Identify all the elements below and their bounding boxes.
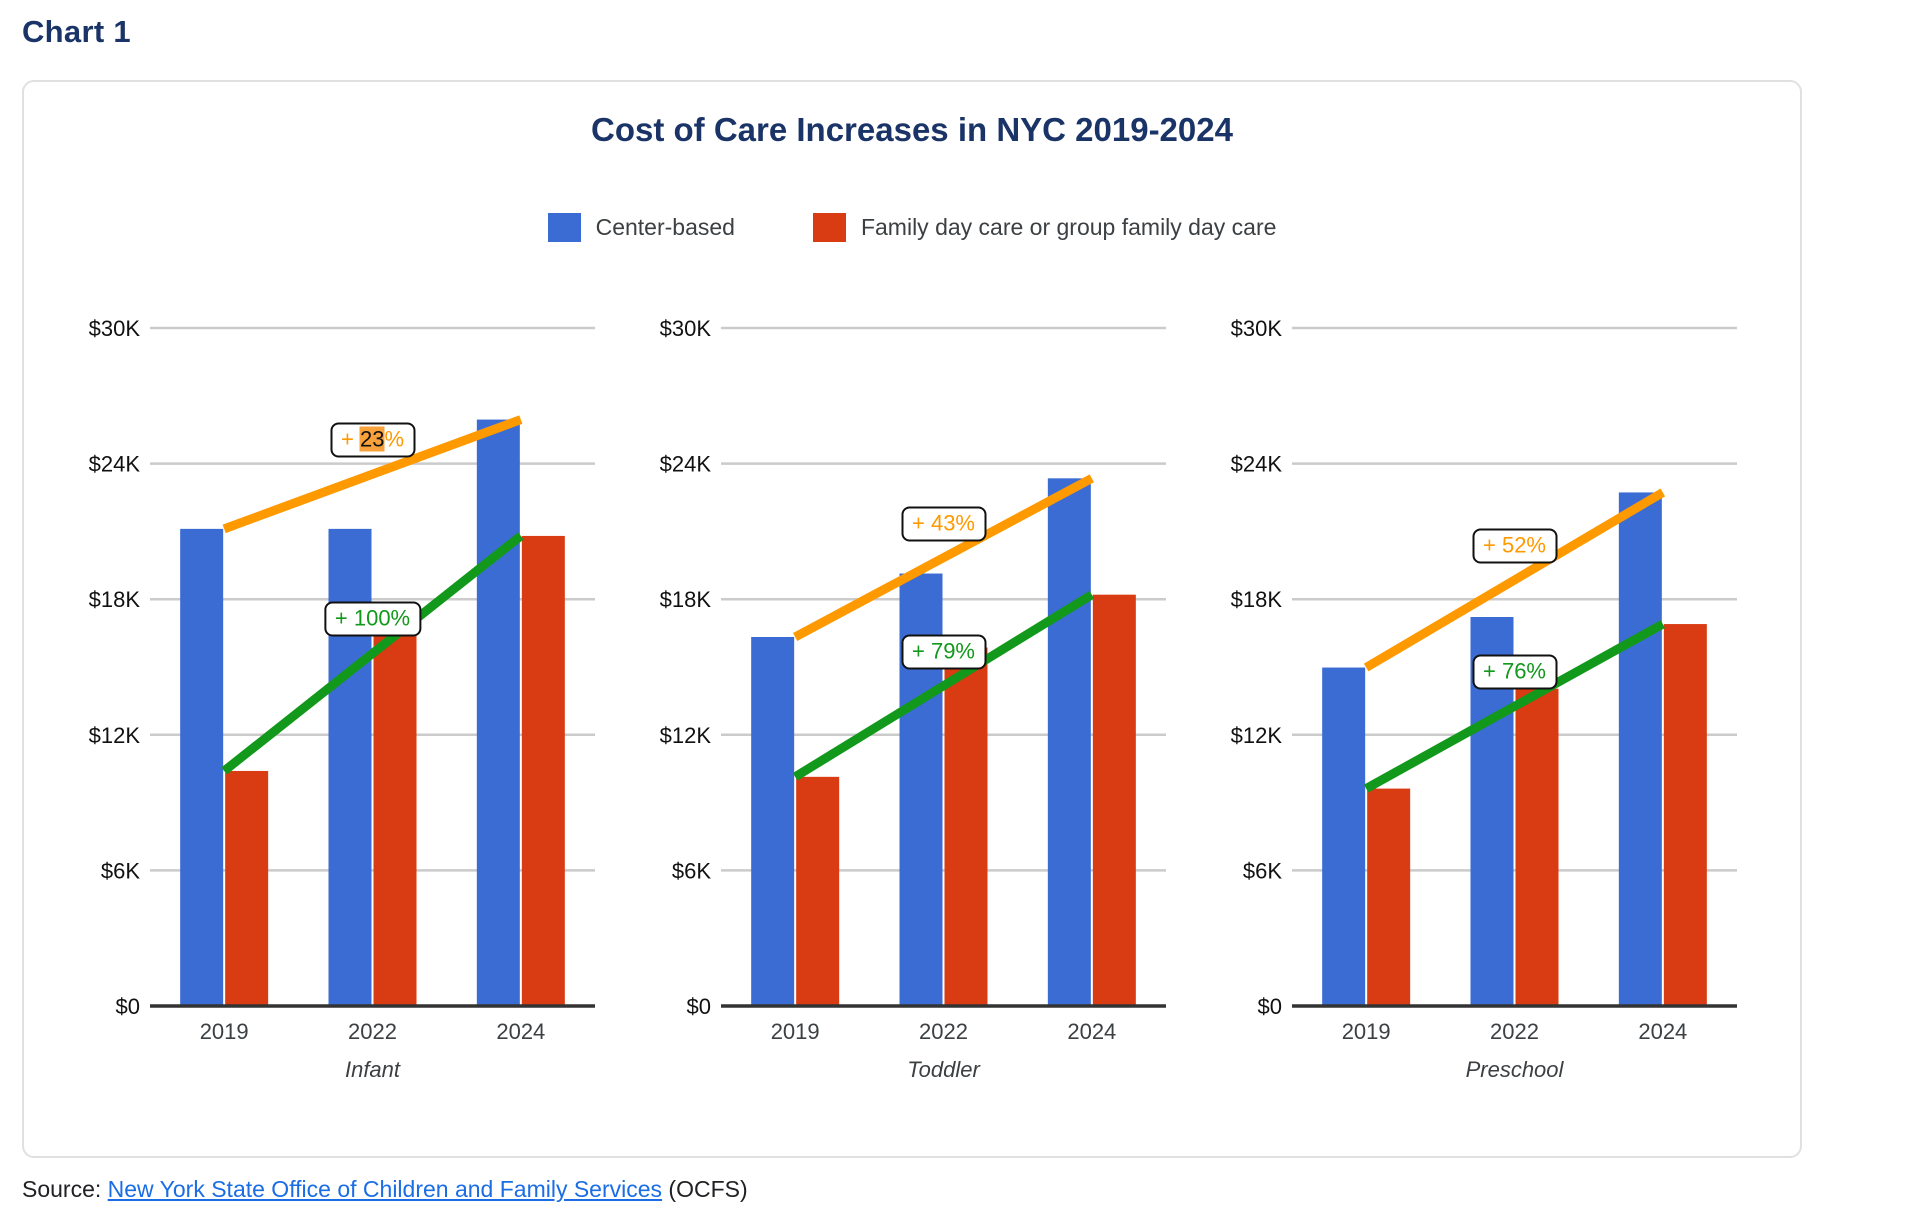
panel-svg-infant: $0 $6K $12K $18K $24K $30K 2019 2022 2024 Infant (89, 316, 595, 1082)
trend-line-family-day-care-or-group-family-day-care (221, 532, 524, 775)
y-tick-label-6k: $6K (672, 858, 711, 883)
x-tick-label-2019-preschool: 2019 (1342, 1019, 1391, 1044)
trend-line-family-day-care-or-group-family-day-care (792, 590, 1095, 781)
x-tick-label-2024-infant: 2024 (496, 1019, 545, 1044)
x-tick-label-2024-preschool: 2024 (1638, 1019, 1687, 1044)
chart-panels: $0 $6K $12K $18K $24K $30K 2019 2022 2024 Infant +… (24, 308, 1800, 1106)
trend-line-family-day-care-or-group-family-day-care (1363, 620, 1666, 793)
pct-label-selected-text: 23 (359, 426, 385, 452)
x-tick-label-2022-toddler: 2022 (919, 1019, 968, 1044)
axis-title-infant: Infant (345, 1057, 401, 1082)
bar-family-day-care-or-group-family-day-care-2019 (796, 776, 840, 1006)
x-tick-label-2022-preschool: 2022 (1490, 1019, 1539, 1044)
y-tick-label-18k: $18K (89, 587, 141, 612)
trend-pct-label-family-day-care-or-group-family-day-care-preschool: + 76% (1472, 654, 1557, 690)
trend-line-center-based (1363, 488, 1666, 672)
pct-label-text: % (384, 426, 405, 452)
y-tick-label-12k: $12K (660, 723, 712, 748)
x-tick-label-2019-infant: 2019 (200, 1019, 249, 1044)
y-tick-label-12k: $12K (1231, 723, 1283, 748)
source-prefix: Source: (22, 1176, 108, 1202)
axis-title-toddler: Toddler (907, 1057, 981, 1082)
bar-center-based-2024 (476, 419, 520, 1006)
legend-swatch-center-based (547, 212, 581, 242)
chart-panel-preschool: $0 $6K $12K $18K $24K $30K 2019 2022 2024 Prescho… (1166, 308, 1737, 1106)
bar-center-based-2022 (328, 528, 372, 1006)
bar-family-day-care-or-group-family-day-care-2019 (225, 770, 269, 1006)
panel-svg-toddler: $0 $6K $12K $18K $24K $30K 2019 2022 2024 Toddler (660, 316, 1166, 1082)
trend-line-center-based (793, 474, 1094, 641)
bar-family-day-care-or-group-family-day-care-2024 (521, 535, 565, 1006)
trend-pct-label-family-day-care-or-group-family-day-care-toddler: + 79% (901, 634, 986, 670)
y-tick-label-0: $0 (116, 994, 140, 1019)
y-tick-label-0: $0 (1258, 994, 1282, 1019)
trend-line-center-based (222, 415, 523, 534)
bar-family-day-care-or-group-family-day-care-2022 (944, 647, 988, 1006)
bar-family-day-care-or-group-family-day-care-2024 (1092, 594, 1136, 1006)
pct-label-text: + (340, 426, 360, 452)
y-tick-label-0: $0 (687, 994, 711, 1019)
y-tick-label-24k: $24K (660, 452, 712, 477)
legend-item-center-based: Center-based (547, 212, 735, 242)
chart-panel-toddler: $0 $6K $12K $18K $24K $30K 2019 2022 2024 Toddler… (595, 308, 1166, 1106)
y-tick-label-24k: $24K (89, 452, 141, 477)
chart-heading: Chart 1 (22, 14, 131, 49)
legend-item-family-day-care: Family day care or group family day care (812, 212, 1277, 242)
axis-title-preschool: Preschool (1466, 1057, 1565, 1082)
bar-center-based-2019 (1322, 667, 1366, 1006)
bar-center-based-2019 (180, 528, 224, 1006)
chart-card: Cost of Care Increases in NYC 2019-2024 … (22, 80, 1802, 1158)
trend-pct-label-center-based-preschool: + 52% (1472, 528, 1557, 564)
bar-family-day-care-or-group-family-day-care-2022 (1515, 688, 1559, 1006)
y-tick-label-12k: $12K (89, 723, 141, 748)
source-link[interactable]: New York State Office of Children and Fa… (107, 1176, 663, 1202)
source-line: Source: New York State Office of Childre… (22, 1176, 1898, 1203)
trend-pct-label-center-based-toddler: + 43% (901, 506, 986, 542)
y-tick-label-18k: $18K (660, 587, 712, 612)
legend-swatch-family-day-care (812, 212, 846, 242)
y-tick-label-18k: $18K (1231, 587, 1283, 612)
y-tick-label-30k: $30K (1231, 316, 1283, 341)
source-suffix: (OCFS) (662, 1176, 748, 1202)
y-tick-label-30k: $30K (660, 316, 712, 341)
y-tick-label-24k: $24K (1231, 452, 1283, 477)
trend-pct-label-center-based-infant: + 23% (329, 422, 416, 458)
legend-label-family-day-care: Family day care or group family day care (860, 213, 1277, 240)
x-tick-label-2019-toddler: 2019 (771, 1019, 820, 1044)
legend-label-center-based: Center-based (595, 213, 735, 240)
chart-title: Cost of Care Increases in NYC 2019-2024 (591, 111, 1233, 148)
x-tick-label-2024-toddler: 2024 (1067, 1019, 1116, 1044)
x-tick-label-2022-infant: 2022 (348, 1019, 397, 1044)
bar-center-based-2024 (1618, 492, 1662, 1006)
y-tick-label-30k: $30K (89, 316, 141, 341)
panel-svg-preschool: $0 $6K $12K $18K $24K $30K 2019 2022 2024 Prescho… (1231, 316, 1737, 1082)
bar-family-day-care-or-group-family-day-care-2022 (373, 629, 417, 1006)
bar-family-day-care-or-group-family-day-care-2024 (1663, 624, 1707, 1006)
bar-center-based-2019 (751, 636, 795, 1006)
y-tick-label-6k: $6K (101, 858, 140, 883)
trend-pct-label-family-day-care-or-group-family-day-care-infant: + 100% (323, 601, 422, 637)
bar-center-based-2024 (1047, 478, 1091, 1006)
chart-panel-infant: $0 $6K $12K $18K $24K $30K 2019 2022 2024 Infant +… (24, 308, 595, 1106)
legend: Center-based Family day care or group fa… (24, 212, 1800, 242)
bar-family-day-care-or-group-family-day-care-2019 (1367, 788, 1411, 1006)
y-tick-label-6k: $6K (1243, 858, 1282, 883)
